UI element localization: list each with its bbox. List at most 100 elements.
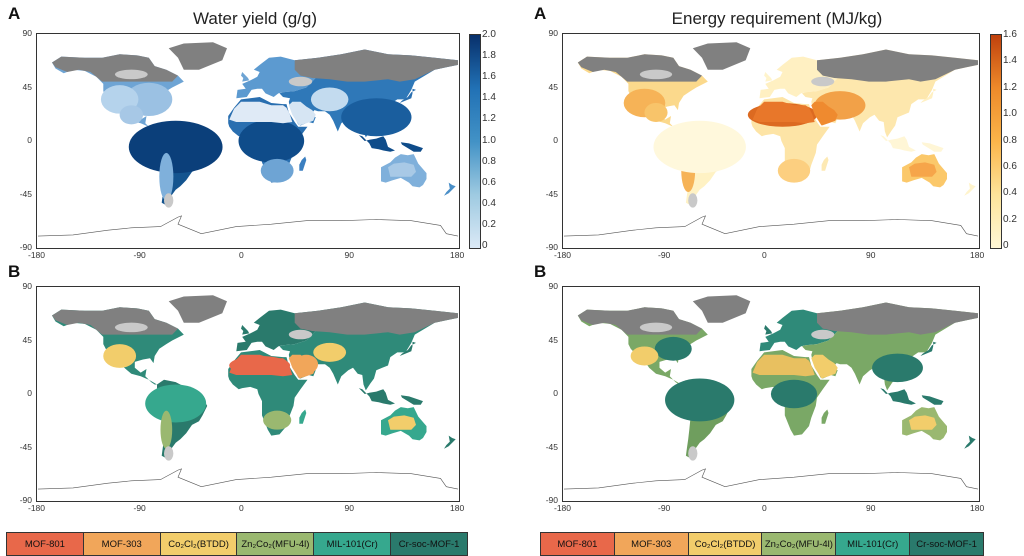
energy-colorbar-tick: 0.2 — [1003, 213, 1017, 225]
se-asia-zone — [872, 353, 923, 383]
world-map-svg — [37, 42, 459, 237]
x-tick-label: 180 — [970, 250, 985, 260]
indonesia-region — [880, 135, 916, 152]
water-colorbar-tick: 0 — [482, 240, 488, 251]
mexico-zone — [119, 105, 144, 125]
newGuinea-region — [921, 142, 944, 152]
water-colorbar-tick: 1.2 — [482, 113, 496, 125]
japan-region — [399, 88, 416, 103]
nz-region — [964, 182, 976, 196]
panel-letter-b-right: B — [534, 262, 547, 281]
steppe-light-nodata — [811, 76, 835, 87]
andes-zone — [160, 410, 173, 449]
x-tick-label: 180 — [450, 250, 465, 260]
x-tick-label: 90 — [866, 503, 876, 513]
x-tick-label: -90 — [658, 250, 671, 260]
x-tick-label: 90 — [344, 503, 354, 513]
canada-light-nodata — [639, 322, 673, 333]
newGuinea-region — [921, 395, 944, 405]
steppe-light-nodata — [288, 76, 313, 87]
water-colorbar-tick: 1.8 — [482, 50, 496, 62]
legend-item-cr-soc-mof-1: Cr-soc-MOF-1 — [391, 533, 467, 555]
energy-colorbar-tick: 0 — [1003, 240, 1009, 251]
amazon-zone — [665, 378, 735, 422]
greenland-nodata — [168, 42, 227, 70]
steppe-light-nodata — [288, 329, 313, 340]
y-tick-label: -45 — [19, 441, 32, 452]
congo-zone — [770, 379, 818, 409]
siberia-nodata — [294, 49, 458, 82]
legend-item-cr-soc-mof-1: Cr-soc-MOF-1 — [910, 533, 983, 555]
y-tick-label: -45 — [19, 188, 32, 199]
x-tick-label: -180 — [554, 503, 572, 513]
uk-region — [241, 325, 250, 335]
nz-region — [444, 182, 456, 196]
water-colorbar-tick: 1.4 — [482, 92, 496, 104]
x-tick-label: 90 — [344, 250, 354, 260]
water-colorbar-tick: 0.4 — [482, 197, 496, 209]
madagascar-region — [299, 409, 307, 424]
water-yield-mof-map — [36, 286, 460, 502]
sahara-region — [752, 101, 815, 124]
japan-region — [920, 88, 937, 103]
legend-item-mof-303: MOF-303 — [83, 533, 161, 555]
x-tick-label: 180 — [970, 503, 985, 513]
greenland-nodata — [692, 42, 751, 70]
y-tick-label: -90 — [19, 495, 32, 505]
kalahari-zone — [263, 410, 292, 430]
water-colorbar-tick: 0.6 — [482, 176, 496, 188]
energy-colorbar — [990, 34, 1002, 249]
energy-colorbar-tick: 0.4 — [1003, 187, 1017, 199]
madagascar-region — [821, 409, 829, 424]
water-colorbar-tick: 0.2 — [482, 218, 496, 230]
legend-item-mil-101-cr-: MIL-101(Cr) — [836, 533, 911, 555]
water-yield-map — [36, 33, 460, 249]
y-tick-label: -45 — [545, 441, 558, 452]
us-southwest-zone — [630, 346, 659, 366]
world-map-svg — [563, 295, 979, 490]
patagonia-nodata — [163, 446, 174, 461]
patagonia-nodata — [688, 446, 698, 461]
y-tick-label: 90 — [548, 281, 558, 291]
y-tick-label: 45 — [22, 81, 32, 92]
uk-region — [764, 325, 773, 335]
se-asia-core-zone — [341, 98, 412, 137]
x-tick-label: -180 — [28, 503, 46, 513]
panel-letter-a-right: A — [534, 4, 547, 23]
arabia-region — [811, 354, 838, 379]
y-tick-label: -45 — [545, 188, 558, 199]
y-tick-label: 90 — [548, 28, 558, 38]
energy-mof-map — [562, 286, 980, 502]
kalahari-zone — [777, 158, 811, 183]
x-tick-label: -90 — [658, 503, 671, 513]
water-colorbar-tick: 2.0 — [482, 29, 496, 40]
legend-item-mil-101-cr-: MIL-101(Cr) — [314, 533, 392, 555]
energy-colorbar-tick: 1.4 — [1003, 55, 1017, 67]
panel-letter-b-left: B — [8, 262, 21, 281]
uk-region — [764, 72, 773, 82]
y-tick-label: 45 — [22, 334, 32, 345]
y-tick-label: -90 — [19, 242, 32, 252]
energy-colorbar-tick: 1.6 — [1003, 29, 1017, 40]
southern-africa-zone — [260, 158, 294, 183]
congo-core-zone — [238, 119, 305, 163]
legend-item-co-cl-btdd-: Co₂Cl₂(BTDD) — [160, 533, 238, 555]
mof-legend-left: MOF-801 MOF-303 Co₂Cl₂(BTDD) Zn₂Co₂(MFU-4l)… — [6, 532, 468, 556]
central-asia-zone — [310, 87, 349, 112]
sahara-region — [752, 354, 815, 377]
x-tick-label: 0 — [239, 503, 244, 513]
canada-nodata — [52, 54, 178, 82]
madagascar-region — [299, 156, 307, 171]
indonesia-region — [358, 388, 395, 405]
antarctica-outline — [37, 215, 459, 237]
indonesia-region — [880, 388, 916, 405]
ausInterior-region — [909, 162, 937, 177]
antarctica-outline — [37, 468, 459, 490]
y-tick-label: 0 — [27, 388, 32, 398]
legend-item-co-cl-btdd-: Co₂Cl₂(BTDD) — [688, 533, 763, 555]
energy-requirement-map — [562, 33, 980, 249]
canada-nodata — [52, 307, 178, 335]
ausInterior-region — [388, 415, 416, 430]
canada-nodata — [577, 307, 702, 335]
water-yield-colorbar — [469, 34, 481, 249]
